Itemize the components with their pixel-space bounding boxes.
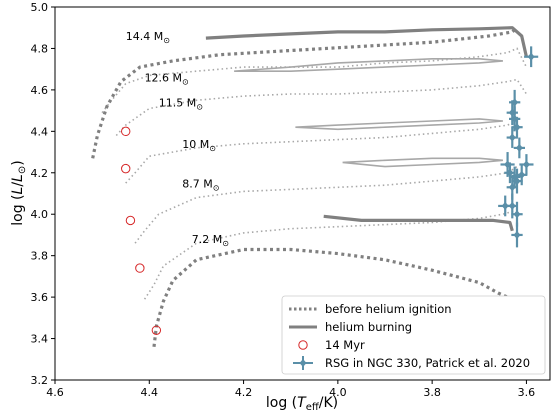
myr14-point xyxy=(121,126,131,137)
plot-frame xyxy=(54,6,551,381)
track-loop3 xyxy=(342,157,503,168)
x-tick-label: 3.6 xyxy=(518,386,536,399)
x-axis: 4.6 4.4 4.2 4.0 3.8 3.6 xyxy=(46,380,535,399)
y-tick-label: 3.4 xyxy=(31,333,49,346)
x-tick-label: 4.6 xyxy=(46,386,64,399)
rsg-marker xyxy=(508,133,516,142)
rsg-marker xyxy=(522,160,530,169)
legend-label-before-helium: before helium ignition xyxy=(325,302,452,316)
mass-label: 7.2 M⊙ xyxy=(192,233,229,248)
legend-label-rsg: RSG in NGC 330, Patrick et al. 2020 xyxy=(325,356,530,370)
y-tick-label: 3.8 xyxy=(31,250,49,263)
mass-label: 12.6 M⊙ xyxy=(145,72,189,87)
y-tick-label: 4.2 xyxy=(31,167,49,180)
track-12.6 xyxy=(101,47,528,114)
x-axis-label: log (Teff/K) xyxy=(266,395,338,413)
rsg-marker xyxy=(513,230,521,239)
legend-label-helium-burning: helium burning xyxy=(325,320,412,334)
legend-swatch-14myr xyxy=(298,340,308,350)
rsg-marker xyxy=(513,177,521,186)
rsg-marker xyxy=(508,201,516,210)
myr14-point xyxy=(135,263,145,273)
y-tick-label: 3.6 xyxy=(31,291,49,304)
mass-label: 14.4 M⊙ xyxy=(126,30,170,45)
y-tick-label: 3.2 xyxy=(31,374,49,387)
plot-markers xyxy=(121,46,539,335)
myr14-point xyxy=(151,325,162,335)
before-helium-track-7.2 xyxy=(152,247,509,347)
rsg-marker xyxy=(506,168,514,177)
y-tick-label: 4.8 xyxy=(31,42,49,55)
myr14-point xyxy=(125,215,136,226)
legend-swatch-rsg xyxy=(293,356,313,370)
track-loop1 xyxy=(234,57,503,72)
rsg-point xyxy=(511,116,523,138)
mass-label: 8.7 M⊙ xyxy=(182,177,219,192)
rsg-marker xyxy=(508,183,516,192)
track-loop2 xyxy=(295,118,503,131)
rsg-point xyxy=(511,222,523,248)
rsg-marker xyxy=(518,170,526,179)
rsg-marker xyxy=(513,210,521,219)
plot-lines xyxy=(91,26,528,347)
mass-label: 10 M⊙ xyxy=(182,138,216,153)
before-helium-track-14.4 xyxy=(91,26,519,159)
x-tick-label: 4.2 xyxy=(235,386,253,399)
rsg-point xyxy=(516,164,528,186)
x-tick-label: 4.0 xyxy=(329,386,347,399)
rsg-marker xyxy=(527,52,535,61)
y-tick-label: 5.0 xyxy=(31,1,49,14)
rsg-point xyxy=(524,46,539,68)
mass-labels: 14.4 M⊙ 12.6 M⊙ 11.5 M⊙ 10 M⊙ 8.7 M⊙ 7.2 M⊙ xyxy=(126,30,229,248)
rsg-point xyxy=(519,154,534,175)
rsg-marker xyxy=(515,143,523,152)
rsg-point xyxy=(513,137,526,159)
legend-label-14myr: 14 Myr xyxy=(325,338,365,352)
y-axis: 3.2 3.4 3.6 3.8 4.0 4.2 4.4 4.6 4.8 5.0 xyxy=(31,1,55,387)
track-7.2b xyxy=(143,209,518,300)
legend-box xyxy=(281,295,546,375)
helium-burning-track-7.2 xyxy=(323,214,514,232)
track-10 xyxy=(125,120,518,184)
y-tick-label: 4.0 xyxy=(31,208,49,221)
rsg-marker xyxy=(513,123,521,132)
x-tick-label: 4.4 xyxy=(141,386,159,399)
x-tick-label: 3.8 xyxy=(423,386,441,399)
y-axis-label: log (L/L⊙) xyxy=(10,160,28,225)
legend: before helium ignition helium burning 14… xyxy=(281,295,546,375)
mass-label: 11.5 M⊙ xyxy=(159,96,203,111)
y-tick-label: 4.4 xyxy=(31,125,49,138)
myr14-point xyxy=(121,163,131,174)
helium-burning-track-14.4 xyxy=(205,26,528,58)
rsg-marker xyxy=(501,201,509,210)
y-tick-label: 4.6 xyxy=(31,84,49,97)
rsg-point xyxy=(506,127,518,148)
